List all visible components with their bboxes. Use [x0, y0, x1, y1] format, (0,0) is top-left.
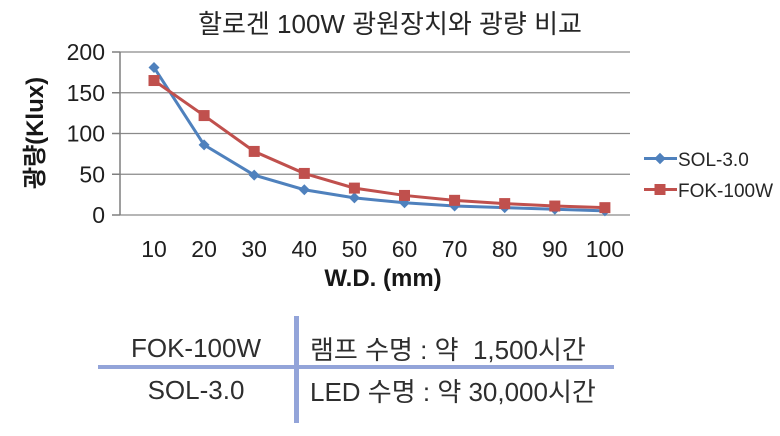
series-line-FOK-100W — [153, 79, 605, 210]
y-tick-label: 150 — [67, 80, 105, 106]
x-tick-label: 60 — [392, 236, 418, 262]
data-point-marker — [198, 139, 210, 151]
chart-title: 할로겐 100W 광원장치와 광량 비교 — [198, 9, 582, 39]
legend-item-fok: FOK-100W — [644, 180, 773, 203]
y-axis-label: 광량(Klux) — [22, 76, 49, 190]
legend-label-sol: SOL-3.0 — [678, 149, 749, 171]
y-tick-label: 0 — [92, 202, 105, 228]
data-point-marker — [449, 194, 461, 206]
model-name-cell: FOK-100W — [130, 332, 262, 363]
data-point-marker — [549, 200, 561, 212]
data-point-marker — [248, 169, 260, 181]
fok-series-marker-icon — [644, 182, 677, 202]
data-point-marker — [399, 189, 410, 201]
x-tick-label: 70 — [442, 236, 468, 262]
plot-area: 0 50 100 150 200 10 20 30 40 50 60 70 80 90 100 — [67, 39, 630, 262]
data-point-marker — [198, 110, 210, 122]
y-tick-label: 100 — [67, 121, 105, 147]
data-point-marker — [298, 184, 310, 196]
model-name-cell: SOL-3.0 — [147, 374, 245, 405]
data-point-marker — [348, 192, 360, 204]
y-tick-label: 50 — [79, 161, 105, 187]
x-tick-label: 20 — [191, 236, 217, 262]
x-tick-label: 10 — [141, 236, 167, 262]
data-point-marker — [148, 75, 160, 87]
y-tick-label: 200 — [67, 39, 105, 65]
table-horizontal-divider — [98, 365, 614, 369]
data-point-marker — [298, 167, 310, 179]
table-row: FOK-100W 램프 수명 : 약 1,500시간 — [98, 331, 614, 365]
lifetime-cell: LED 수명 : 약 30,000시간 — [310, 376, 596, 407]
sol-series-marker-icon — [644, 151, 677, 171]
spec-table: FOK-100W 램프 수명 : 약 1,500시간 SOL-3.0 LED 수… — [98, 316, 614, 425]
data-point-marker — [348, 182, 360, 194]
x-tick-label: 100 — [586, 236, 624, 262]
series-line-SOL-3.0 — [152, 66, 605, 213]
x-axis-label: W.D. (mm) — [324, 265, 442, 292]
table-row: SOL-3.0 LED 수명 : 약 30,000시간 — [98, 373, 614, 407]
legend-label-fok: FOK-100W — [678, 180, 774, 202]
legend-item-sol: SOL-3.0 — [644, 149, 773, 172]
lifetime-cell: 램프 수명 : 약 1,500시간 — [310, 334, 586, 365]
data-point-marker — [599, 202, 611, 214]
x-tick-label: 90 — [542, 236, 568, 262]
data-point-marker — [148, 61, 160, 73]
table-vertical-divider — [294, 316, 299, 423]
data-point-marker — [499, 198, 511, 210]
x-tick-label: 50 — [342, 236, 368, 262]
x-tick-label: 40 — [292, 236, 318, 262]
x-tick-label: 80 — [492, 236, 518, 262]
data-point-marker — [248, 145, 260, 157]
chart-legend: SOL-3.0 FOK-100W — [644, 149, 773, 203]
x-tick-label: 30 — [241, 236, 267, 262]
